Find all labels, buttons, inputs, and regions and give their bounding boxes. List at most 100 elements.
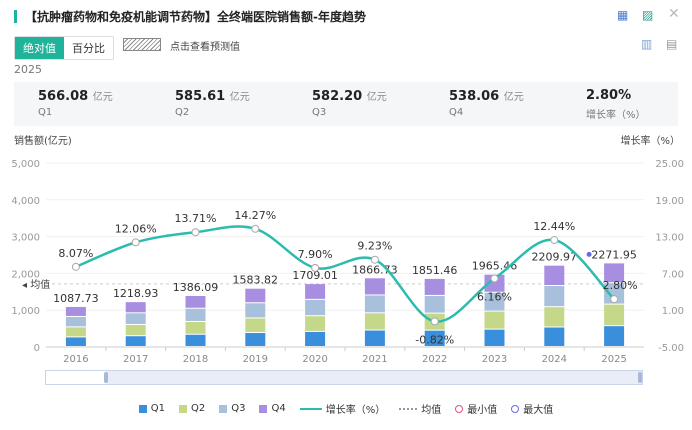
year-label: 2025 xyxy=(14,63,42,76)
legend-marker-icon xyxy=(455,404,464,413)
growth-point xyxy=(490,274,499,283)
slider-handle-right[interactable] xyxy=(638,372,642,383)
stat-value: 582.20 xyxy=(312,89,363,104)
stat-label: Q4 xyxy=(449,107,464,118)
growth-label: 2.80% xyxy=(603,279,638,292)
y2-axis-title: 增长率（%） xyxy=(620,134,680,147)
legend-label: Q1 xyxy=(150,403,165,414)
bar-q2-2021 xyxy=(364,313,385,330)
growth-point xyxy=(370,255,379,264)
stat-value: 538.06 xyxy=(449,89,500,104)
legend-item[interactable]: 均值 xyxy=(399,401,441,416)
legend-marker-icon xyxy=(511,404,520,413)
legend-marker-icon xyxy=(299,404,322,413)
excel-export-icon[interactable]: ▦ xyxy=(617,8,629,22)
x-tick-label: 2019 xyxy=(243,354,268,365)
x-tick-label: 2017 xyxy=(123,354,148,365)
growth-point xyxy=(251,224,260,233)
y2-tick-label: 25.00 xyxy=(655,159,684,170)
tab-absolute[interactable]: 绝对值 xyxy=(15,37,64,59)
stat-unit: 亿元 xyxy=(92,92,113,103)
growth-label: 13.71% xyxy=(175,212,217,225)
bar-q3-2025 xyxy=(604,283,625,304)
table-view-icon[interactable]: ▤ xyxy=(666,37,678,51)
bar-q1-2024 xyxy=(544,327,565,346)
stat-unit: 亿元 xyxy=(366,92,387,103)
bar-q4-2023 xyxy=(484,274,505,292)
bar-q1-2022 xyxy=(424,330,445,346)
y2-tick-label: 13.00 xyxy=(655,233,684,244)
bar-chart-icon[interactable]: ▥ xyxy=(641,37,653,51)
growth-point xyxy=(191,228,200,237)
close-icon[interactable]: ✕ xyxy=(668,6,680,22)
growth-label: 8.07% xyxy=(58,247,93,260)
x-tick-label: 2016 xyxy=(63,354,88,365)
bar-q3-2022 xyxy=(424,295,445,313)
bar-q4-2018 xyxy=(185,295,206,308)
zoom-slider[interactable] xyxy=(45,370,643,385)
bar-q1-2016 xyxy=(65,337,86,346)
legend-item[interactable]: 最大值 xyxy=(511,401,553,416)
max-marker xyxy=(586,251,592,257)
legend-label: 最大值 xyxy=(523,405,554,416)
total-label: 1087.73 xyxy=(53,292,99,305)
growth-line xyxy=(75,225,615,323)
legend-label: 均值 xyxy=(421,405,442,416)
bar-q2-2023 xyxy=(484,311,505,329)
bar-q1-2021 xyxy=(364,330,385,346)
legend-item[interactable]: Q1 xyxy=(138,403,165,414)
bar-q3-2016 xyxy=(65,316,86,327)
bar-q4-2022 xyxy=(424,278,445,295)
slider-handle-left[interactable] xyxy=(104,372,108,383)
legend-item[interactable]: 增长率（%） xyxy=(299,401,386,416)
legend-item[interactable]: 最小值 xyxy=(455,401,497,416)
bar-q1-2023 xyxy=(484,329,505,346)
x-tick-label: 2024 xyxy=(542,354,567,365)
total-label: 1218.93 xyxy=(113,287,159,300)
growth-label: 6.16% xyxy=(477,291,512,304)
bar-q1-2020 xyxy=(305,331,326,346)
average-label: ◂ 均值 xyxy=(22,278,50,291)
sales-chart: 销售额(亿元) 增长率（%） 0 -5.00 1,000 1.00 2,000 7.00 3,0… xyxy=(11,134,684,365)
legend-item[interactable]: Q3 xyxy=(219,403,245,414)
legend-item[interactable]: Q4 xyxy=(259,403,286,414)
legend-marker-icon xyxy=(259,404,268,413)
x-tick-label: 2025 xyxy=(601,354,626,365)
stats-panel: 566.08 亿元 Q1 585.61 亿元 Q2 582.20 亿元 Q3 538.… xyxy=(14,82,678,126)
total-label: 1851.46 xyxy=(412,264,458,277)
bar-q2-2024 xyxy=(544,307,565,327)
stat-label: Q3 xyxy=(312,107,327,118)
growth-label: 7.90% xyxy=(298,248,333,261)
x-tick-label: 2020 xyxy=(302,354,327,365)
legend-item[interactable]: Q2 xyxy=(179,403,205,414)
bar-q2-2018 xyxy=(185,321,206,334)
bar-q3-2019 xyxy=(245,303,266,318)
predict-link[interactable]: 点击查看预测值 xyxy=(170,42,240,53)
bar-q3-2017 xyxy=(125,313,146,324)
predict-pattern-icon[interactable] xyxy=(123,38,161,51)
bar-q3-2018 xyxy=(185,308,206,321)
stat-q2: 585.61 亿元 Q2 xyxy=(175,88,250,118)
bar-q3-2024 xyxy=(544,286,565,307)
tab-percent[interactable]: 百分比 xyxy=(72,42,105,55)
growth-label: -0.82% xyxy=(415,333,454,346)
stat-q3: 582.20 亿元 Q3 xyxy=(312,88,387,118)
total-label: 1386.09 xyxy=(173,281,219,294)
growth-point xyxy=(131,238,140,247)
x-tick-label: 2018 xyxy=(183,354,208,365)
bar-q1-2025 xyxy=(604,326,625,346)
total-label: 2209.97 xyxy=(532,251,578,264)
growth-label: 12.06% xyxy=(115,222,157,235)
growth-point xyxy=(430,317,439,326)
x-tick-label: 2023 xyxy=(482,354,507,365)
legend-label: 增长率（%） xyxy=(325,405,386,416)
y2-tick-label: 1.00 xyxy=(662,306,684,317)
chart-legend: Q1 Q2 Q3 Q4 增长率（%） 均值 最小值 最大值 xyxy=(0,401,692,416)
image-export-icon[interactable]: ▨ xyxy=(642,8,654,22)
y-tick-label: 5,000 xyxy=(11,159,40,170)
bar-q4-2020 xyxy=(305,284,326,299)
y-tick-label: 3,000 xyxy=(11,233,40,244)
stat-label: 增长率（%） xyxy=(586,110,646,121)
y2-tick-label: 7.00 xyxy=(662,269,684,280)
bar-q4-2021 xyxy=(364,278,385,295)
